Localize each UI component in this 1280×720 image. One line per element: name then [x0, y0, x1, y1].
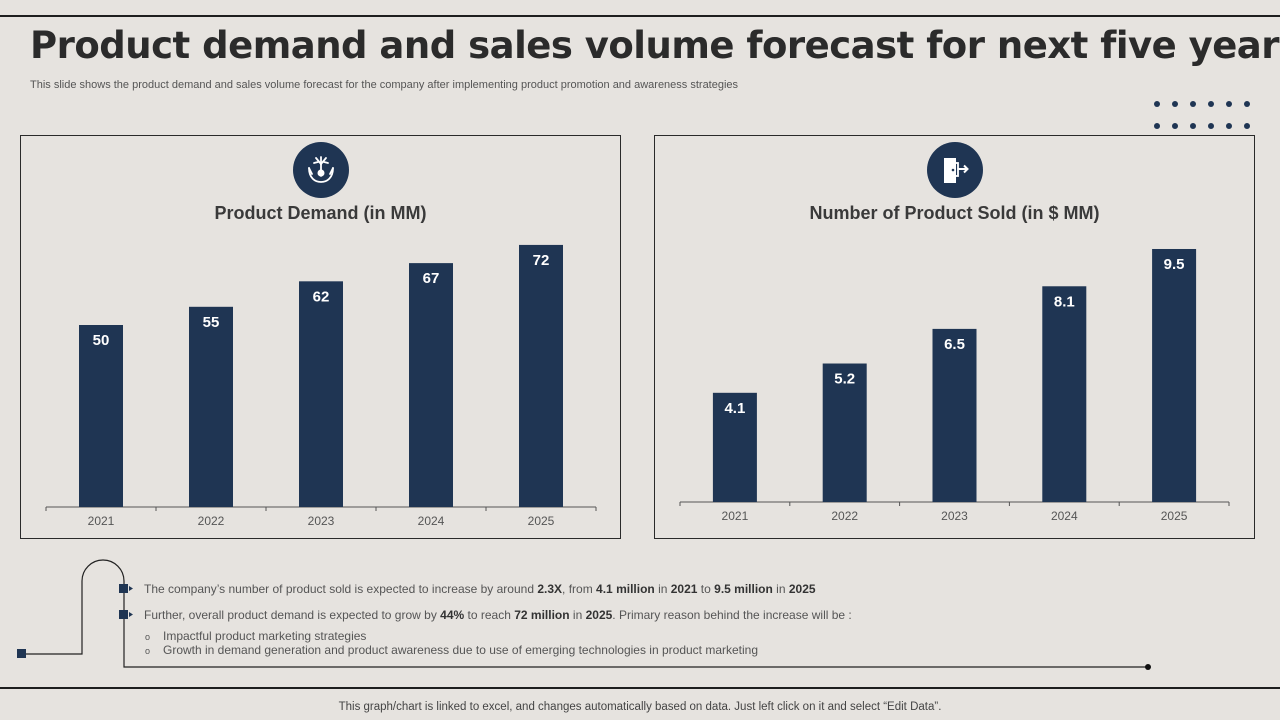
page-subtitle: This slide shows the product demand and …: [30, 79, 739, 91]
product-demand-tick-label: 2021: [88, 514, 115, 528]
product-demand-data-label: 55: [203, 314, 220, 331]
product-sold-data-label: 5.2: [834, 371, 855, 388]
product-demand-bar[interactable]: [519, 244, 563, 508]
product-demand-tick-label: 2022: [198, 514, 225, 528]
product-sold-bar[interactable]: [822, 363, 867, 502]
product-sold-tick-label: 2024: [1051, 509, 1078, 523]
product-demand-bar[interactable]: [299, 281, 343, 507]
note-sales-growth: The company’s number of product sold is …: [144, 582, 816, 596]
product-sold-data-label: 4.1: [724, 400, 745, 417]
product-demand-tick-label: 2024: [418, 514, 445, 528]
product-demand-bar[interactable]: [79, 325, 123, 507]
hands-holding-plant-icon: [293, 142, 349, 198]
product-demand-tick-label: 2025: [528, 514, 555, 528]
sub-point-demand-generation: o Growth in demand generation and product…: [145, 643, 759, 657]
product-sold-tick-label: 2022: [831, 509, 858, 523]
product-demand-bar-chart: 50 2021 55 2022 62 2023 67 2024 72 2025: [45, 244, 597, 528]
product-demand-data-label: 72: [533, 252, 550, 269]
product-sold-tick-label: 2021: [722, 509, 749, 523]
product-demand-bar[interactable]: [189, 306, 233, 507]
footer-note: This graph/chart is linked to excel, and…: [338, 701, 942, 713]
product-sold-bar-chart: 4.1 2021 5.2 2022 6.5 2023 8.1 2024 9.5 2025: [679, 248, 1230, 523]
product-sold-bar[interactable]: [1152, 248, 1197, 502]
product-demand-data-label: 67: [423, 270, 440, 287]
circle-bullet: o: [145, 632, 151, 642]
product-demand-data-label: 62: [313, 288, 330, 305]
product-demand-chart-panel[interactable]: Product Demand (in MM) 50 2021 55 2022 62 202…: [20, 135, 621, 539]
product-sold-bar[interactable]: [1042, 286, 1087, 502]
page-title: Product demand and sales volume forecast…: [30, 24, 1280, 67]
door-exit-icon: [927, 142, 983, 198]
product-demand-bar[interactable]: [409, 263, 453, 507]
connector-lines: [17, 559, 1151, 670]
circle-bullet: o: [145, 646, 151, 656]
note-demand-growth: Further, overall product demand is expec…: [144, 608, 852, 622]
key-takeaways: The company’s number of product sold is …: [0, 555, 1280, 675]
sub-point-marketing: o Impactful product marketing strategies: [145, 629, 367, 643]
product-sold-bar[interactable]: [932, 328, 977, 502]
top-rule: [0, 15, 1280, 17]
product-sold-chart-title: Number of Product Sold (in $ MM): [809, 203, 1100, 223]
product-sold-data-label: 9.5: [1164, 256, 1185, 273]
product-demand-data-label: 50: [93, 332, 110, 349]
product-sold-tick-label: 2023: [941, 509, 968, 523]
product-demand-chart-title: Product Demand (in MM): [214, 203, 427, 223]
product-sold-chart-panel[interactable]: Number of Product Sold (in $ MM) 4.1 2021…: [654, 135, 1255, 539]
bottom-rule: [0, 687, 1280, 689]
decorative-dots: [1150, 101, 1256, 135]
product-demand-tick-label: 2023: [308, 514, 335, 528]
product-sold-bar[interactable]: [712, 392, 757, 502]
product-sold-tick-label: 2025: [1161, 509, 1188, 523]
product-sold-data-label: 8.1: [1054, 293, 1075, 310]
product-sold-data-label: 6.5: [944, 336, 965, 353]
